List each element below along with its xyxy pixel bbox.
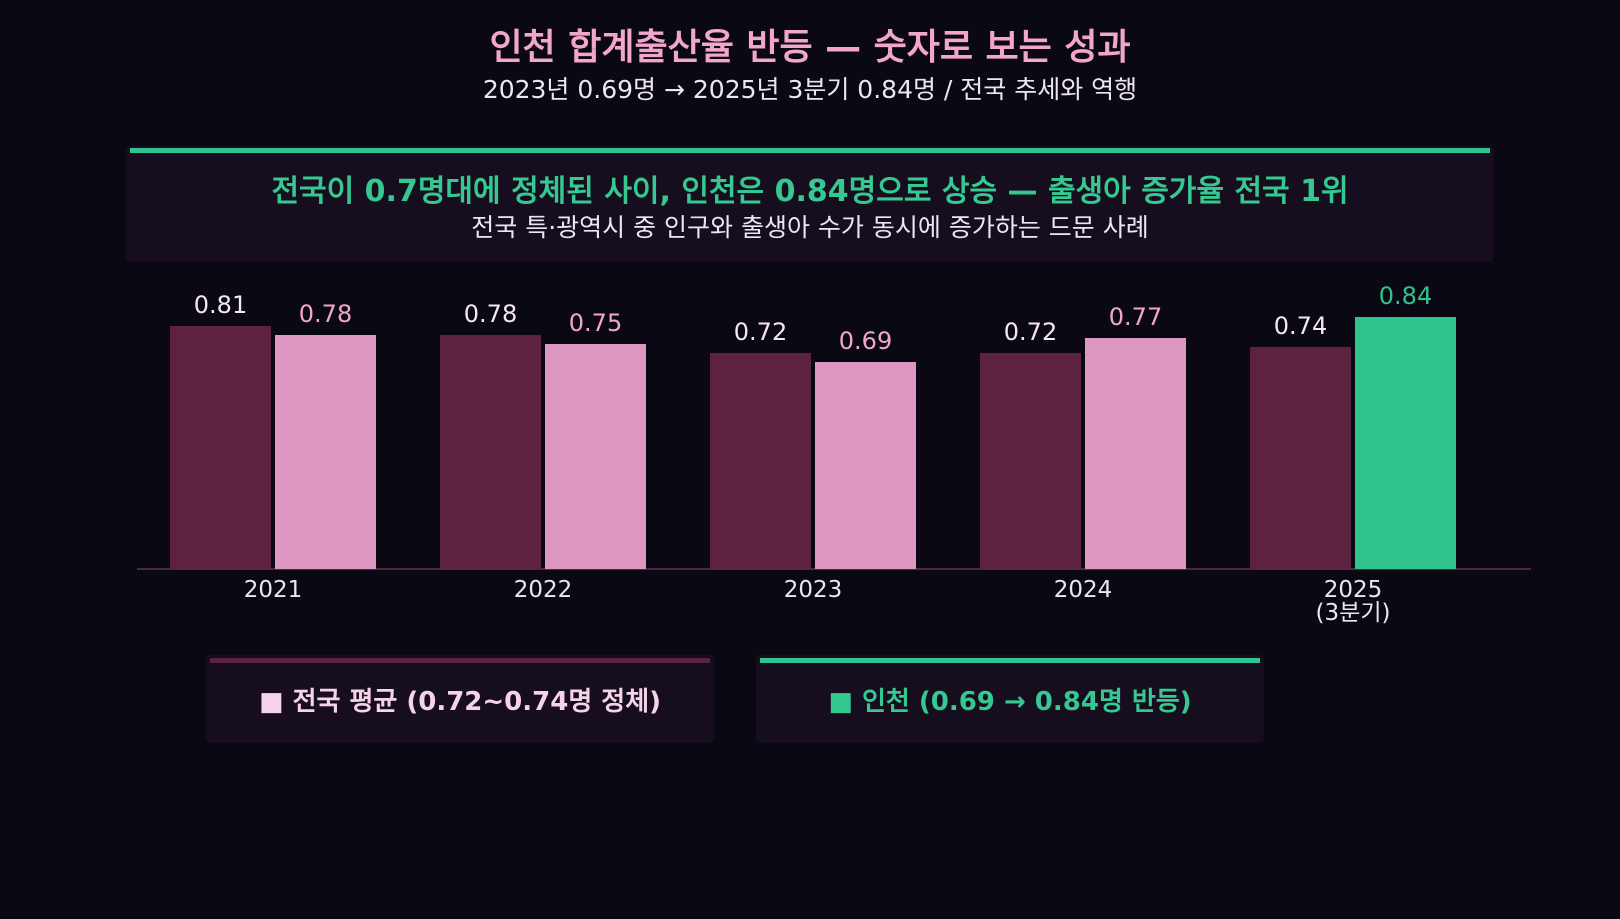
value-label-incheon-4: 0.84 bbox=[1379, 282, 1432, 310]
value-label-incheon-2: 0.69 bbox=[839, 327, 892, 355]
value-label-incheon-1: 0.75 bbox=[569, 309, 622, 337]
legend-national-bar bbox=[210, 658, 710, 663]
page-subtitle: 2023년 0.69명 → 2025년 3분기 0.84명 / 전국 추세와 역… bbox=[482, 75, 1138, 104]
bar-national-2 bbox=[710, 353, 811, 569]
value-label-national-2: 0.72 bbox=[734, 318, 787, 346]
bar-national-3 bbox=[980, 353, 1081, 569]
legend-incheon-bar bbox=[760, 658, 1260, 663]
callout-detail: 전국 특·광역시 중 인구와 출생아 수가 동시에 증가하는 드문 사례 bbox=[471, 213, 1149, 242]
x-tick-label-2: 2023 bbox=[784, 577, 843, 603]
legend-incheon-label: ■ 인천 (0.69 → 0.84명 반등) bbox=[828, 687, 1192, 717]
callout-headline: 전국이 0.7명대에 정체된 사이, 인천은 0.84명으로 상승 — 출생아 … bbox=[271, 174, 1349, 209]
bar-incheon-2 bbox=[815, 362, 916, 569]
x-tick-label-3: 2024 bbox=[1054, 577, 1113, 603]
bar-national-4 bbox=[1250, 347, 1351, 569]
bar-incheon-4 bbox=[1355, 317, 1456, 569]
value-label-incheon-3: 0.77 bbox=[1109, 303, 1162, 331]
bar-national-1 bbox=[440, 335, 541, 569]
value-label-national-3: 0.72 bbox=[1004, 318, 1057, 346]
legend-incheon: ■ 인천 (0.69 → 0.84명 반등) bbox=[756, 655, 1264, 743]
legend-national: ■ 전국 평균 (0.72~0.74명 정체) bbox=[206, 655, 714, 743]
bar-incheon-3 bbox=[1085, 338, 1186, 569]
bar-incheon-0 bbox=[275, 335, 376, 569]
x-tick-label-1: 2022 bbox=[514, 577, 573, 603]
x-tick-label-0: 2021 bbox=[244, 577, 303, 603]
value-label-national-0: 0.81 bbox=[194, 291, 247, 319]
bar-national-0 bbox=[170, 326, 271, 569]
bar-incheon-1 bbox=[545, 344, 646, 569]
highlight-callout: 전국이 0.7명대에 정체된 사이, 인천은 0.84명으로 상승 — 출생아 … bbox=[126, 146, 1494, 262]
value-label-national-1: 0.78 bbox=[464, 300, 517, 328]
value-label-national-4: 0.74 bbox=[1274, 312, 1327, 340]
x-tick-label-4: 2025 (3분기) bbox=[1316, 577, 1391, 626]
page-title: 인천 합계출산율 반등 — 숫자로 보는 성과 bbox=[489, 27, 1131, 68]
value-label-incheon-0: 0.78 bbox=[299, 300, 352, 328]
legend-national-label: ■ 전국 평균 (0.72~0.74명 정체) bbox=[258, 687, 662, 717]
callout-accent-bar bbox=[130, 148, 1490, 153]
